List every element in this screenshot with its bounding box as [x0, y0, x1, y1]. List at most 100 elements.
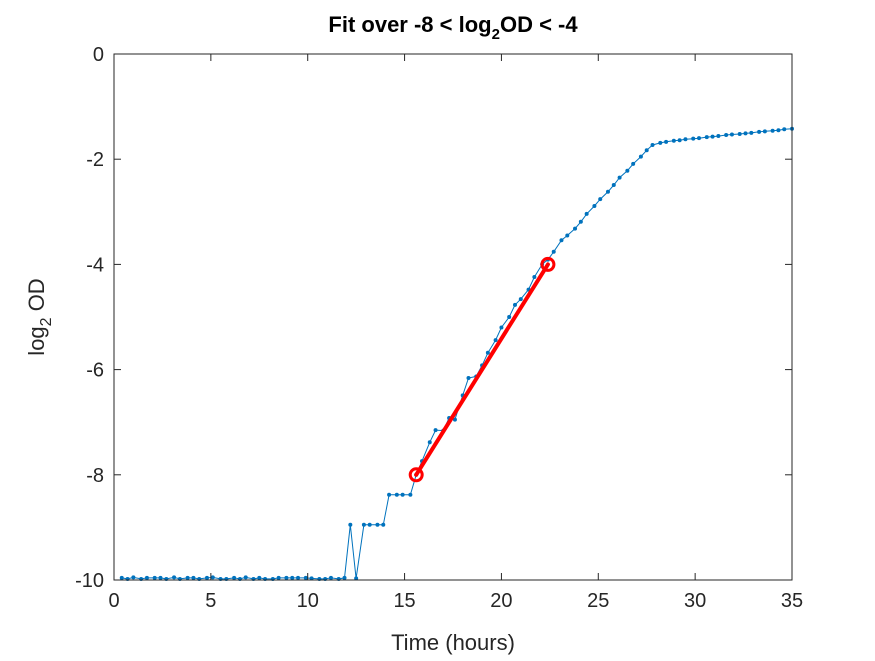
measured-data-point	[518, 297, 523, 302]
x-tick-label: 15	[393, 590, 415, 612]
measured-data-point	[507, 315, 512, 319]
measured-data-point	[408, 492, 413, 497]
measured-data-point	[551, 249, 556, 254]
measured-data-point	[354, 576, 359, 581]
measured-data-point	[592, 204, 597, 209]
x-tick-label: 10	[297, 590, 319, 612]
y-tick-label: -10	[75, 570, 104, 592]
chart-title: Fit over -8 < log2OD < -4	[328, 12, 578, 43]
fit-endpoint-marker	[540, 256, 556, 272]
measured-data-point	[710, 134, 715, 139]
measured-data-point	[152, 575, 157, 580]
measured-data-point	[749, 130, 754, 135]
measured-data-point	[762, 129, 767, 134]
axes-frame	[113, 53, 793, 581]
measured-data-point	[617, 175, 622, 180]
measured-data-point	[361, 522, 366, 527]
measured-data-point	[367, 522, 372, 527]
ticks-layer: 0 5 10 15 20 25 30 35 -10 -8 -6 -4 -2 0	[75, 44, 803, 612]
x-tick-label: 0	[108, 590, 119, 612]
measured-data-point	[158, 575, 163, 580]
measured-data-point	[743, 131, 748, 136]
measured-data-point	[284, 575, 289, 580]
measured-data-point	[499, 325, 504, 330]
measured-data-point	[433, 428, 438, 433]
measured-data-point	[683, 137, 688, 142]
measured-data-point	[342, 575, 347, 580]
fit-endpoint-marker	[408, 467, 424, 483]
measured-data-point	[559, 238, 564, 243]
y-tick-label: -8	[86, 465, 104, 487]
measured-data-point	[770, 128, 775, 133]
measured-data-point	[427, 440, 432, 445]
measured-data-point	[172, 575, 177, 580]
measured-data-point	[493, 338, 498, 343]
measured-data-point	[605, 189, 610, 194]
measured-data-point	[638, 154, 643, 159]
measured-data-point	[452, 417, 457, 422]
chart-title-subscript: 2	[492, 26, 500, 43]
y-tick-label: -4	[86, 254, 104, 276]
measured-data-point	[737, 131, 742, 136]
measured-data-point	[400, 492, 405, 497]
measured-data-point	[257, 575, 262, 580]
measured-data-point	[309, 576, 314, 581]
measured-data-point	[303, 575, 308, 580]
measured-data-point	[565, 233, 570, 238]
x-axis-label: Time (hours)	[391, 630, 515, 655]
y-tick-label: 0	[93, 44, 104, 66]
measured-data-point	[532, 275, 537, 280]
measured-data-point	[243, 575, 248, 580]
y-tick-label: -2	[86, 149, 104, 171]
measured-data-point	[131, 575, 136, 580]
measured-data-point	[381, 522, 386, 527]
measured-data-point	[185, 575, 190, 580]
measured-data-point	[466, 376, 471, 381]
x-tick-label: 20	[490, 590, 512, 612]
measured-data-point	[485, 350, 490, 355]
measured-data-point	[387, 492, 392, 497]
measured-data-point	[716, 134, 721, 139]
chart-title-main: Fit over -8 < log	[328, 12, 491, 37]
measured-data-point	[729, 132, 734, 137]
measured-data-point	[782, 127, 787, 132]
measured-data-point	[232, 575, 237, 580]
measured-data-point	[677, 138, 682, 143]
measured-data-point	[658, 140, 663, 145]
y-tick-label: -6	[86, 360, 104, 382]
measured-data-point	[394, 492, 399, 497]
measured-data-point	[650, 142, 655, 147]
measured-data-point	[598, 197, 603, 202]
measured-data-point	[296, 575, 301, 580]
measured-data-point	[704, 135, 709, 140]
measured-data-point	[276, 575, 281, 580]
measured-data-point	[578, 219, 583, 224]
y-axis-label-main: log	[24, 326, 49, 355]
y-axis-label: log2 OD	[24, 278, 55, 355]
y-axis-label-subscript: 2	[38, 317, 55, 326]
measured-data-point	[691, 136, 696, 141]
measured-data-point	[512, 302, 517, 307]
measured-data-point	[191, 575, 196, 580]
measured-data-point	[631, 161, 636, 166]
measured-data-point	[119, 575, 124, 580]
measured-data-point	[697, 136, 702, 141]
measured-data-point	[144, 575, 149, 580]
measured-data-point	[348, 522, 353, 527]
measured-data-point	[671, 138, 676, 143]
x-tick-label: 35	[781, 590, 803, 612]
measured-data-point	[210, 575, 215, 580]
measured-data-point	[644, 148, 649, 153]
measured-data-point	[776, 128, 781, 133]
measured-data-point	[625, 168, 630, 173]
chart-title-end: OD < -4	[500, 12, 578, 37]
measured-data-point	[664, 139, 669, 144]
measured-data-point	[573, 226, 578, 231]
measured-data-point	[328, 575, 333, 580]
plot-area	[114, 54, 792, 580]
x-tick-label: 5	[205, 590, 216, 612]
measured-data-point	[290, 575, 295, 580]
x-tick-label: 25	[587, 590, 609, 612]
y-axis-label-end: OD	[24, 278, 49, 317]
